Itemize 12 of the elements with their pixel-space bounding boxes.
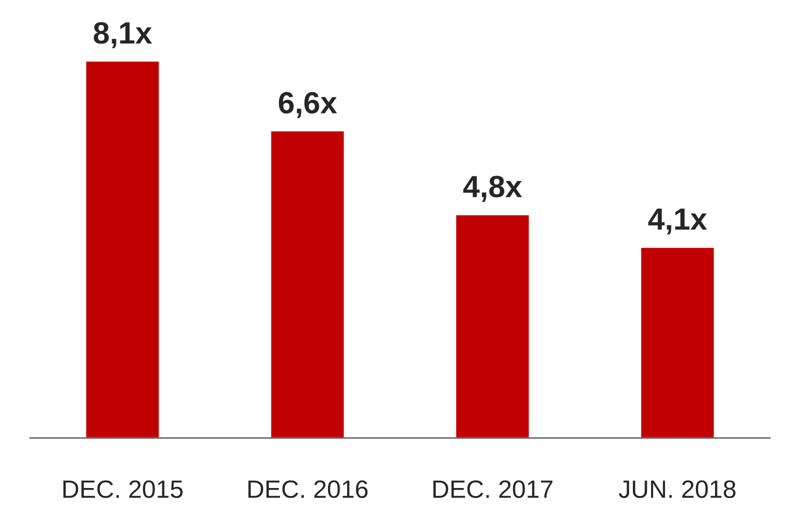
bar	[84, 60, 160, 438]
x-tick-label: DEC. 2016	[248, 480, 368, 498]
bar	[454, 214, 530, 438]
x-tick-label: DEC. 2017	[433, 480, 552, 498]
bar	[270, 130, 346, 438]
bar	[640, 246, 716, 438]
data-label: 4,1x	[648, 208, 708, 234]
x-tick-label: JUN. 2018	[618, 480, 736, 498]
data-label: 4,8x	[463, 176, 522, 202]
x-tick-label: DEC. 2015	[63, 480, 183, 498]
data-label: 6,6x	[278, 92, 338, 118]
data-label: 8,1x	[94, 22, 152, 48]
